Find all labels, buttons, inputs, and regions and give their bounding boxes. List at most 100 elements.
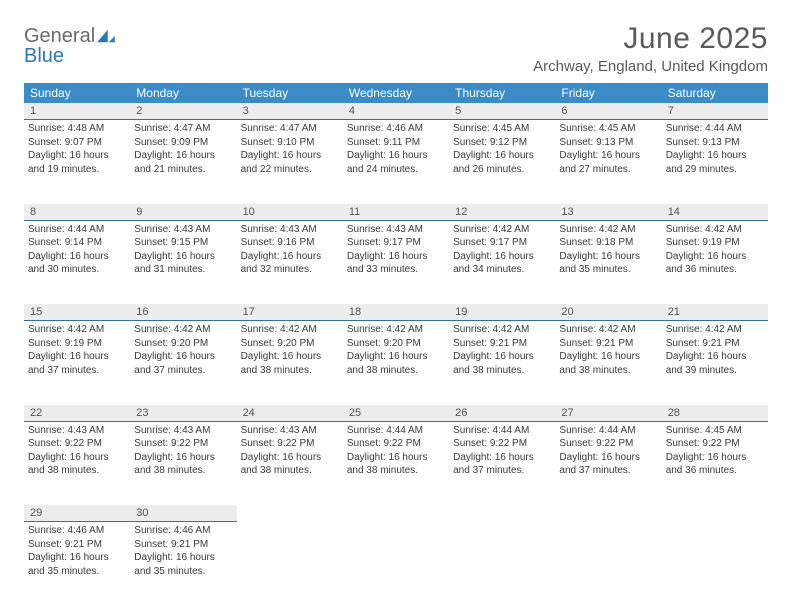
day-number: 30	[130, 505, 236, 522]
week-row: Sunrise: 4:46 AMSunset: 9:21 PMDaylight:…	[24, 522, 768, 606]
weekday-header: Saturday	[662, 83, 768, 103]
day-cell: Sunrise: 4:45 AMSunset: 9:22 PMDaylight:…	[662, 421, 768, 505]
day-number: 5	[449, 103, 555, 120]
day-number: 3	[237, 103, 343, 120]
weekday-header: Monday	[130, 83, 236, 103]
weekday-header: Wednesday	[343, 83, 449, 103]
day-cell: Sunrise: 4:48 AMSunset: 9:07 PMDaylight:…	[24, 120, 130, 204]
week-row: Sunrise: 4:42 AMSunset: 9:19 PMDaylight:…	[24, 321, 768, 405]
logo-text-blue: Blue	[24, 45, 64, 67]
day-cell: Sunrise: 4:43 AMSunset: 9:15 PMDaylight:…	[130, 220, 236, 304]
day-number: 29	[24, 505, 130, 522]
calendar-table: Sunday Monday Tuesday Wednesday Thursday…	[24, 83, 768, 606]
day-cell: Sunrise: 4:43 AMSunset: 9:22 PMDaylight:…	[237, 421, 343, 505]
day-detail: Sunrise: 4:43 AMSunset: 9:22 PMDaylight:…	[241, 424, 339, 478]
day-cell: Sunrise: 4:46 AMSunset: 9:21 PMDaylight:…	[130, 522, 236, 606]
day-cell: Sunrise: 4:44 AMSunset: 9:14 PMDaylight:…	[24, 220, 130, 304]
day-detail: Sunrise: 4:44 AMSunset: 9:13 PMDaylight:…	[666, 122, 764, 176]
day-cell: Sunrise: 4:43 AMSunset: 9:17 PMDaylight:…	[343, 220, 449, 304]
day-number: 9	[130, 204, 236, 221]
day-number: 10	[237, 204, 343, 221]
week-row: Sunrise: 4:44 AMSunset: 9:14 PMDaylight:…	[24, 220, 768, 304]
day-cell: Sunrise: 4:43 AMSunset: 9:22 PMDaylight:…	[130, 421, 236, 505]
weekday-header: Thursday	[449, 83, 555, 103]
day-cell: Sunrise: 4:42 AMSunset: 9:19 PMDaylight:…	[662, 220, 768, 304]
day-detail: Sunrise: 4:44 AMSunset: 9:22 PMDaylight:…	[347, 424, 445, 478]
weekday-header: Tuesday	[237, 83, 343, 103]
day-cell: Sunrise: 4:44 AMSunset: 9:22 PMDaylight:…	[449, 421, 555, 505]
day-number: 21	[662, 304, 768, 321]
day-detail: Sunrise: 4:44 AMSunset: 9:14 PMDaylight:…	[28, 223, 126, 277]
day-number: 25	[343, 405, 449, 422]
week-row: Sunrise: 4:43 AMSunset: 9:22 PMDaylight:…	[24, 421, 768, 505]
day-detail: Sunrise: 4:42 AMSunset: 9:21 PMDaylight:…	[559, 323, 657, 377]
day-detail: Sunrise: 4:47 AMSunset: 9:10 PMDaylight:…	[241, 122, 339, 176]
day-cell: Sunrise: 4:42 AMSunset: 9:20 PMDaylight:…	[237, 321, 343, 405]
day-detail: Sunrise: 4:45 AMSunset: 9:12 PMDaylight:…	[453, 122, 551, 176]
day-cell: Sunrise: 4:42 AMSunset: 9:21 PMDaylight:…	[555, 321, 661, 405]
day-number	[555, 505, 661, 522]
day-cell	[449, 522, 555, 606]
day-detail: Sunrise: 4:43 AMSunset: 9:17 PMDaylight:…	[347, 223, 445, 277]
day-cell	[555, 522, 661, 606]
day-number-row: 2930	[24, 505, 768, 522]
day-cell: Sunrise: 4:42 AMSunset: 9:21 PMDaylight:…	[662, 321, 768, 405]
day-number: 4	[343, 103, 449, 120]
day-detail: Sunrise: 4:42 AMSunset: 9:20 PMDaylight:…	[134, 323, 232, 377]
day-number: 1	[24, 103, 130, 120]
day-detail: Sunrise: 4:43 AMSunset: 9:15 PMDaylight:…	[134, 223, 232, 277]
day-cell: Sunrise: 4:42 AMSunset: 9:21 PMDaylight:…	[449, 321, 555, 405]
day-detail: Sunrise: 4:43 AMSunset: 9:22 PMDaylight:…	[134, 424, 232, 478]
day-detail: Sunrise: 4:42 AMSunset: 9:20 PMDaylight:…	[347, 323, 445, 377]
day-cell	[237, 522, 343, 606]
title-block: June 2025 Archway, England, United Kingd…	[533, 22, 768, 75]
day-cell: Sunrise: 4:42 AMSunset: 9:20 PMDaylight:…	[343, 321, 449, 405]
day-number	[237, 505, 343, 522]
day-detail: Sunrise: 4:42 AMSunset: 9:21 PMDaylight:…	[666, 323, 764, 377]
day-detail: Sunrise: 4:47 AMSunset: 9:09 PMDaylight:…	[134, 122, 232, 176]
day-number: 18	[343, 304, 449, 321]
day-detail: Sunrise: 4:42 AMSunset: 9:21 PMDaylight:…	[453, 323, 551, 377]
day-detail: Sunrise: 4:48 AMSunset: 9:07 PMDaylight:…	[28, 122, 126, 176]
day-number: 23	[130, 405, 236, 422]
day-cell	[343, 522, 449, 606]
weekday-header-row: Sunday Monday Tuesday Wednesday Thursday…	[24, 83, 768, 103]
day-cell: Sunrise: 4:46 AMSunset: 9:21 PMDaylight:…	[24, 522, 130, 606]
day-number: 26	[449, 405, 555, 422]
day-number: 17	[237, 304, 343, 321]
day-number-row: 1234567	[24, 103, 768, 120]
day-cell: Sunrise: 4:42 AMSunset: 9:18 PMDaylight:…	[555, 220, 661, 304]
day-number	[662, 505, 768, 522]
logo-text-general: General	[24, 26, 95, 46]
day-number: 6	[555, 103, 661, 120]
day-cell: Sunrise: 4:46 AMSunset: 9:11 PMDaylight:…	[343, 120, 449, 204]
day-cell: Sunrise: 4:42 AMSunset: 9:17 PMDaylight:…	[449, 220, 555, 304]
day-cell: Sunrise: 4:43 AMSunset: 9:16 PMDaylight:…	[237, 220, 343, 304]
day-number: 8	[24, 204, 130, 221]
day-number: 27	[555, 405, 661, 422]
day-detail: Sunrise: 4:46 AMSunset: 9:11 PMDaylight:…	[347, 122, 445, 176]
logo-sail-icon	[95, 28, 117, 44]
day-detail: Sunrise: 4:42 AMSunset: 9:20 PMDaylight:…	[241, 323, 339, 377]
day-number: 2	[130, 103, 236, 120]
day-detail: Sunrise: 4:46 AMSunset: 9:21 PMDaylight:…	[134, 524, 232, 578]
day-detail: Sunrise: 4:45 AMSunset: 9:13 PMDaylight:…	[559, 122, 657, 176]
day-detail: Sunrise: 4:44 AMSunset: 9:22 PMDaylight:…	[559, 424, 657, 478]
day-number: 24	[237, 405, 343, 422]
day-number: 13	[555, 204, 661, 221]
day-cell: Sunrise: 4:47 AMSunset: 9:09 PMDaylight:…	[130, 120, 236, 204]
day-number: 19	[449, 304, 555, 321]
day-cell: Sunrise: 4:44 AMSunset: 9:22 PMDaylight:…	[555, 421, 661, 505]
day-detail: Sunrise: 4:42 AMSunset: 9:19 PMDaylight:…	[666, 223, 764, 277]
day-cell: Sunrise: 4:47 AMSunset: 9:10 PMDaylight:…	[237, 120, 343, 204]
day-number-row: 22232425262728	[24, 405, 768, 422]
day-detail: Sunrise: 4:42 AMSunset: 9:19 PMDaylight:…	[28, 323, 126, 377]
weekday-header: Sunday	[24, 83, 130, 103]
header: General Blue June 2025 Archway, England,…	[24, 22, 768, 75]
day-number: 14	[662, 204, 768, 221]
month-title: June 2025	[533, 22, 768, 56]
day-cell: Sunrise: 4:44 AMSunset: 9:13 PMDaylight:…	[662, 120, 768, 204]
day-number: 7	[662, 103, 768, 120]
day-number	[343, 505, 449, 522]
day-detail: Sunrise: 4:43 AMSunset: 9:22 PMDaylight:…	[28, 424, 126, 478]
